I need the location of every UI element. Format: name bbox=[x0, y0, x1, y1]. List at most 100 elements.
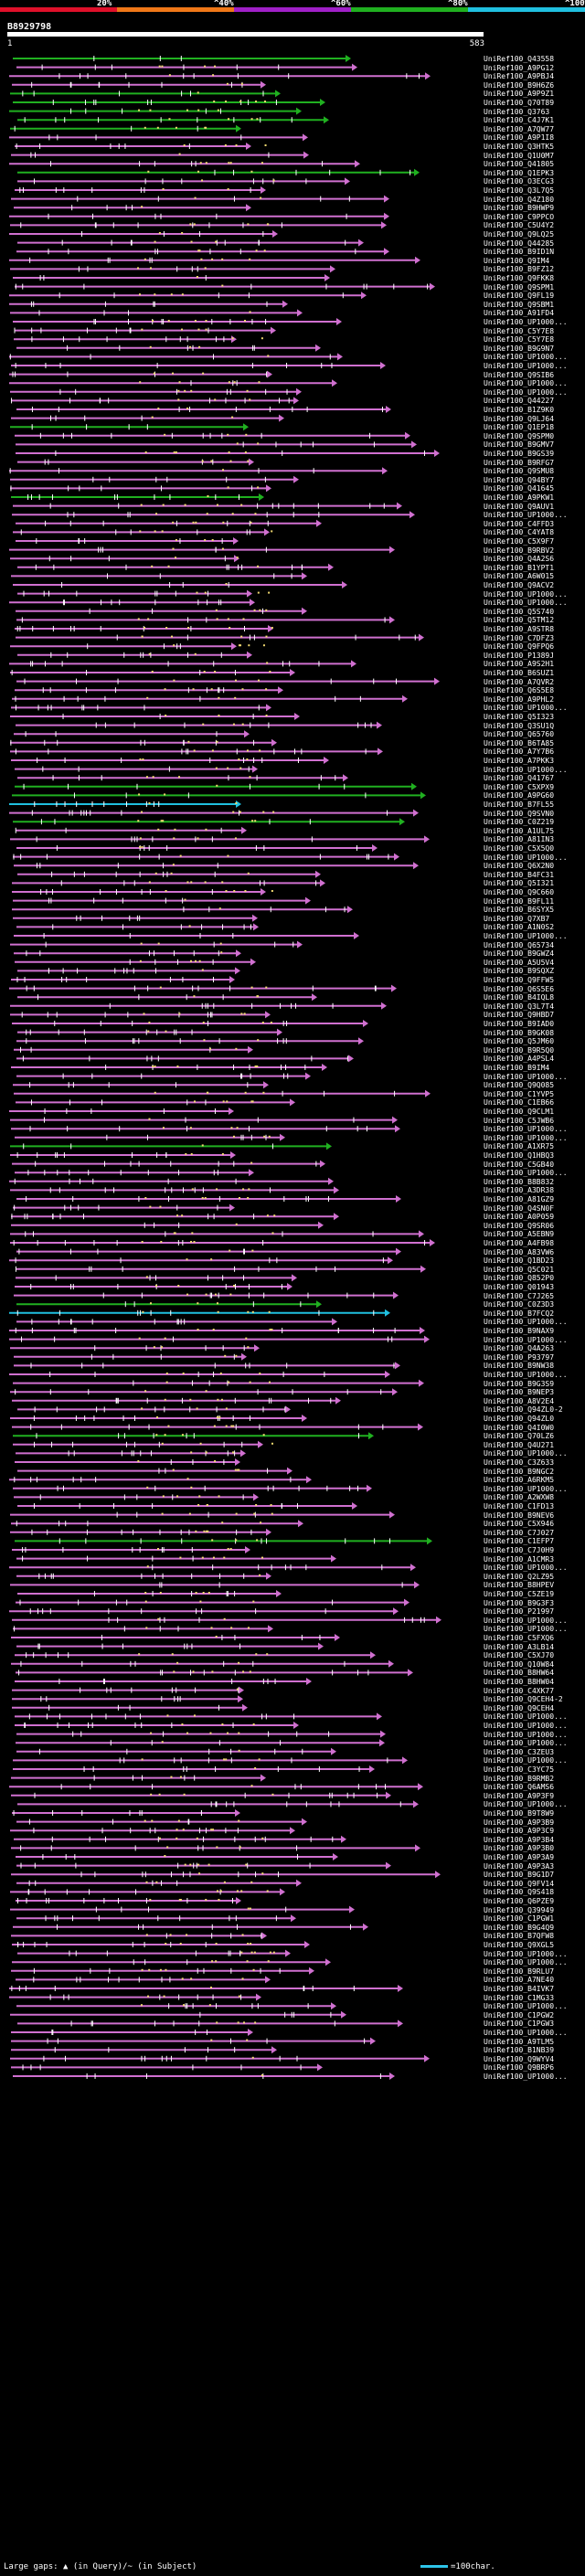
hit-label[interactable]: UniRef100_Q9WYV4 bbox=[484, 2054, 555, 2063]
hit-label[interactable]: UniRef100_Q6S5E6 bbox=[484, 984, 555, 993]
hit-label[interactable]: UniRef100_Q65760 bbox=[484, 730, 555, 739]
hit-label[interactable]: UniRef100_A9P3A9 bbox=[484, 1853, 555, 1861]
hit-label[interactable]: UniRef100_Q9FV14 bbox=[484, 1879, 555, 1888]
hit-label[interactable]: UniRef100_Q5S740 bbox=[484, 607, 555, 616]
hit-label[interactable]: UniRef100_UP1000... bbox=[484, 1564, 568, 1573]
hit-label[interactable]: UniRef100_C0Z3D3 bbox=[484, 1300, 555, 1309]
hit-label[interactable]: UniRef100_C5XJ70 bbox=[484, 1651, 555, 1660]
hit-label[interactable]: UniRef100_UP1000... bbox=[484, 1125, 568, 1134]
hit-label[interactable]: UniRef100_A9TLM5 bbox=[484, 2037, 555, 2046]
hit-label[interactable]: UniRef100_C3ZEU3 bbox=[484, 1747, 555, 1756]
hit-label[interactable]: UniRef100_C5U4Y2 bbox=[484, 221, 555, 230]
hit-label[interactable]: UniRef100_A9PG12 bbox=[484, 63, 555, 72]
hit-label[interactable]: UniRef100_Q9FKK8 bbox=[484, 274, 555, 282]
hit-label[interactable]: UniRef100_A3LB14 bbox=[484, 1642, 555, 1651]
hit-label[interactable]: UniRef100_B1Z9K0 bbox=[484, 406, 555, 414]
hit-label[interactable]: UniRef100_C4FFD3 bbox=[484, 519, 555, 528]
hit-label[interactable]: UniRef100_A9P3A3 bbox=[484, 1861, 555, 1871]
hit-label[interactable]: UniRef100_UP1000... bbox=[484, 379, 568, 388]
hit-label[interactable]: UniRef100_B4IQL8 bbox=[484, 993, 555, 1002]
hit-label[interactable]: UniRef100_UP1000... bbox=[484, 1730, 568, 1739]
hit-label[interactable]: UniRef100_C1YVP5 bbox=[484, 1089, 555, 1098]
hit-label[interactable]: UniRef100_A9P3C9 bbox=[484, 1827, 555, 1836]
hit-label[interactable]: UniRef100_A7QW77 bbox=[484, 124, 555, 133]
hit-label[interactable]: UniRef100_B7FL55 bbox=[484, 800, 555, 809]
hit-label[interactable]: UniRef100_Q6AMS6 bbox=[484, 1783, 555, 1792]
hit-label[interactable]: UniRef100_Q9CLM1 bbox=[484, 1108, 555, 1116]
hit-label[interactable]: UniRef100_Q9HBD7 bbox=[484, 1011, 555, 1020]
hit-label[interactable]: UniRef100_UP1000... bbox=[484, 1072, 568, 1081]
hit-label[interactable]: UniRef100_UP1000... bbox=[484, 1949, 568, 1958]
hit-label[interactable]: UniRef100_Q9AUV1 bbox=[484, 502, 555, 511]
hit-label[interactable]: UniRef100_UP1000... bbox=[484, 2072, 568, 2081]
hit-label[interactable]: UniRef100_B9HWP9 bbox=[484, 204, 555, 213]
hit-label[interactable]: UniRef100_B7QFW8 bbox=[484, 1932, 555, 1941]
hit-label[interactable]: UniRef100_Q9FFW5 bbox=[484, 976, 555, 984]
hit-label[interactable]: UniRef100_B9NW38 bbox=[484, 1362, 555, 1371]
hit-label[interactable]: UniRef100_Q4A2S6 bbox=[484, 555, 555, 564]
hit-label[interactable]: UniRef100_C3Z633 bbox=[484, 1458, 555, 1467]
hit-label[interactable]: UniRef100_Q10W84 bbox=[484, 1659, 555, 1669]
hit-label[interactable]: UniRef100_B9T8W9 bbox=[484, 1809, 555, 1818]
hit-label[interactable]: UniRef100_Q39949 bbox=[484, 1905, 555, 1914]
hit-label[interactable]: UniRef100_B9FL11 bbox=[484, 896, 555, 906]
hit-label[interactable]: UniRef100_A5EBN9 bbox=[484, 1230, 555, 1239]
hit-label[interactable]: UniRef100_B4FC31 bbox=[484, 870, 555, 879]
hit-label[interactable]: UniRef100_A9STR8 bbox=[484, 625, 555, 633]
hit-label[interactable]: UniRef100_A8V2E4 bbox=[484, 1396, 555, 1405]
hit-label[interactable]: UniRef100_B9GMV7 bbox=[484, 440, 555, 450]
hit-label[interactable]: UniRef100_A9PG60 bbox=[484, 791, 555, 800]
hit-label[interactable]: UniRef100_C5Y7E8 bbox=[484, 326, 555, 335]
hit-label[interactable]: UniRef100_C4YAT8 bbox=[484, 528, 555, 537]
hit-label[interactable]: UniRef100_UP1000... bbox=[484, 2002, 568, 2011]
hit-label[interactable]: UniRef100_C4J7K1 bbox=[484, 116, 555, 125]
hit-label[interactable]: UniRef100_Q9CEH4 bbox=[484, 1703, 555, 1712]
hit-label[interactable]: UniRef100_B1YPT1 bbox=[484, 563, 555, 572]
hit-label[interactable]: UniRef100_Q01943 bbox=[484, 1283, 555, 1291]
hit-label[interactable]: UniRef100_B1NB39 bbox=[484, 2046, 555, 2055]
hit-label[interactable]: UniRef100_Q44227 bbox=[484, 397, 555, 406]
hit-label[interactable]: UniRef100_Q9ACV2 bbox=[484, 581, 555, 589]
hit-label[interactable]: UniRef100_Q9SR06 bbox=[484, 1221, 555, 1230]
hit-label[interactable]: UniRef100_C7J027 bbox=[484, 1528, 555, 1537]
hit-label[interactable]: UniRef100_B9G3F3 bbox=[484, 1598, 555, 1607]
hit-label[interactable]: UniRef100_B6SYX5 bbox=[484, 906, 555, 915]
hit-label[interactable]: UniRef100_B9R5Q0 bbox=[484, 1045, 555, 1055]
hit-label[interactable]: UniRef100_UP1000... bbox=[484, 353, 568, 362]
hit-label[interactable]: UniRef100_Q2LZ95 bbox=[484, 1572, 555, 1581]
hit-label[interactable]: UniRef100_A9P3B9 bbox=[484, 1818, 555, 1827]
hit-label[interactable]: UniRef100_Q3L7T4 bbox=[484, 1002, 555, 1011]
hit-label[interactable]: UniRef100_C5X9F7 bbox=[484, 537, 555, 546]
hit-label[interactable]: UniRef100_B9RMB2 bbox=[484, 1774, 555, 1783]
hit-label[interactable]: UniRef100_C3YC75 bbox=[484, 1765, 555, 1774]
hit-label[interactable]: UniRef100_O3ECG3 bbox=[484, 177, 555, 186]
hit-label[interactable]: UniRef100_B9RLU7 bbox=[484, 1966, 555, 1976]
hit-label[interactable]: UniRef100_Q1U0M7 bbox=[484, 151, 555, 160]
hit-label[interactable]: UniRef100_Q9CEH4-2 bbox=[484, 1695, 563, 1704]
hit-label[interactable]: UniRef100_UP1000... bbox=[484, 1739, 568, 1748]
hit-label[interactable]: UniRef100_C5GB40 bbox=[484, 1160, 555, 1169]
hit-label[interactable]: UniRef100_UP1000... bbox=[484, 1449, 568, 1458]
hit-label[interactable]: UniRef100_UP1000... bbox=[484, 1756, 568, 1765]
hit-label[interactable]: UniRef100_A81GZ9 bbox=[484, 1195, 555, 1203]
hit-label[interactable]: UniRef100_Q3SU1Q bbox=[484, 721, 555, 730]
hit-label[interactable]: UniRef100_B8HW04 bbox=[484, 1678, 555, 1686]
hit-label[interactable]: UniRef100_B6SUZ1 bbox=[484, 669, 555, 677]
hit-label[interactable]: UniRef100_B9NEP3 bbox=[484, 1388, 555, 1397]
hit-label[interactable]: UniRef100_B8HW64 bbox=[484, 1669, 555, 1678]
hit-label[interactable]: UniRef100_B9G3S9 bbox=[484, 1379, 555, 1388]
hit-label[interactable]: UniRef100_UP1000... bbox=[484, 1958, 568, 1967]
hit-label[interactable]: UniRef100_Q9FL19 bbox=[484, 292, 555, 301]
hit-label[interactable]: UniRef100_Q94BY7 bbox=[484, 475, 555, 484]
hit-label[interactable]: UniRef100_A9P9Z1 bbox=[484, 90, 555, 99]
hit-label[interactable]: UniRef100_A1CMR3 bbox=[484, 1554, 555, 1564]
hit-label[interactable]: UniRef100_UP1000... bbox=[484, 387, 568, 397]
hit-label[interactable]: UniRef100_Q9SPM0 bbox=[484, 431, 555, 440]
hit-label[interactable]: UniRef100_B7FCQ2 bbox=[484, 1309, 555, 1318]
hit-label[interactable]: UniRef100_C5Y7E8 bbox=[484, 335, 555, 345]
hit-label[interactable]: UniRef100_A2WXW8 bbox=[484, 1493, 555, 1502]
hit-label[interactable]: UniRef100_A5U5V4 bbox=[484, 958, 555, 967]
hit-label[interactable]: UniRef100_Q3L7Q5 bbox=[484, 186, 555, 195]
hit-label[interactable]: UniRef100_B8HPEV bbox=[484, 1581, 555, 1590]
hit-label[interactable]: UniRef100_UP1000... bbox=[484, 1625, 568, 1634]
